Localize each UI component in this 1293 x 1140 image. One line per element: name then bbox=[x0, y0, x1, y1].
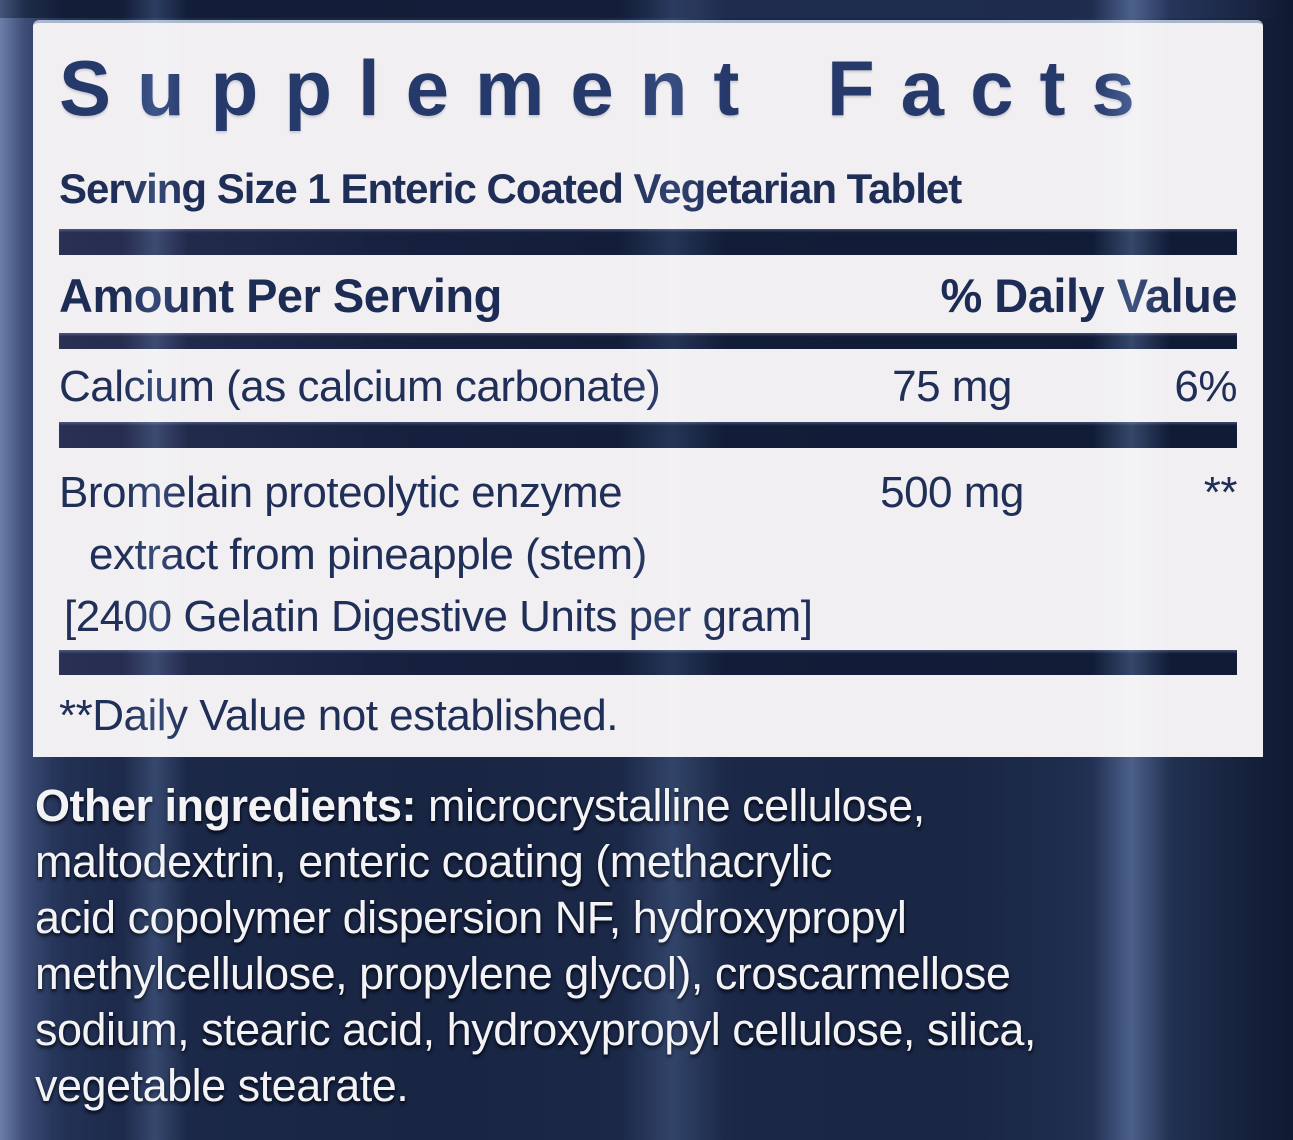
column-header-amount: Amount Per Serving bbox=[59, 269, 502, 322]
supplement-facts-panel: Supplement Facts Serving Size 1 Enteric … bbox=[33, 20, 1263, 757]
bottle-top-edge bbox=[0, 0, 1293, 18]
column-header-daily-value: % Daily Value bbox=[940, 269, 1237, 322]
divider-bar-thick bbox=[59, 650, 1237, 675]
nutrient-row-calcium: Calcium (as calcium carbonate) 75 mg 6% bbox=[59, 361, 1238, 413]
daily-value-footnote: **Daily Value not established. bbox=[59, 691, 618, 740]
divider-bar-thin bbox=[59, 333, 1237, 349]
other-ingredients-label: Other ingredients: bbox=[35, 780, 417, 831]
nutrient-name-line3: [2400 Gelatin Digestive Units per gram] bbox=[64, 592, 813, 641]
nutrient-daily-value: ** bbox=[1203, 468, 1238, 517]
other-ingredients-line: acid copolymer dispersion NF, hydroxypro… bbox=[35, 892, 907, 943]
other-ingredients-block: Other ingredients: microcrystalline cell… bbox=[35, 778, 1036, 1114]
nutrient-name-line1: Bromelain proteolytic enzyme bbox=[59, 468, 623, 517]
other-ingredients-line: maltodextrin, enteric coating (methacryl… bbox=[35, 836, 832, 887]
nutrient-name: Bromelain proteolytic enzyme extract fro… bbox=[59, 462, 837, 648]
nutrient-amount: 500 mg bbox=[880, 468, 1024, 517]
nutrient-daily-value: 6% bbox=[1174, 362, 1237, 411]
other-ingredients-line: sodium, stearic acid, hydroxypropyl cell… bbox=[35, 1004, 1036, 1055]
supplement-facts-title: Supplement Facts bbox=[59, 44, 1161, 132]
other-ingredients-line: Other ingredients: microcrystalline cell… bbox=[35, 778, 1036, 834]
other-ingredients-line: methylcellulose, propylene glycol), cros… bbox=[35, 948, 1011, 999]
other-ingredients-line: vegetable stearate. bbox=[35, 1060, 409, 1111]
column-header-row: Amount Per Serving % Daily Value bbox=[59, 269, 1237, 323]
divider-bar-thick bbox=[59, 229, 1237, 255]
nutrient-name-line2: extract from pineapple (stem) bbox=[89, 530, 647, 579]
serving-size-text: Serving Size 1 Enteric Coated Vegetarian… bbox=[59, 165, 962, 212]
divider-bar-thick bbox=[59, 422, 1237, 448]
nutrient-amount: 75 mg bbox=[892, 362, 1012, 411]
nutrient-row-bromelain: Bromelain proteolytic enzyme extract fro… bbox=[59, 462, 1238, 648]
nutrient-name: Calcium (as calcium carbonate) bbox=[59, 362, 661, 411]
other-ingredients-text: microcrystalline cellulose, bbox=[416, 780, 925, 831]
